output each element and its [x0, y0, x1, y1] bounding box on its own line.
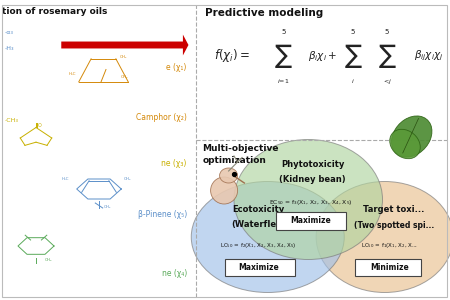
Text: $\beta_i\chi_i +$: $\beta_i\chi_i +$	[308, 49, 337, 62]
Text: (Kidney bean): (Kidney bean)	[279, 176, 346, 184]
Text: -α₃: -α₃	[4, 31, 13, 35]
Ellipse shape	[390, 129, 420, 159]
Text: Target toxi...: Target toxi...	[363, 206, 424, 214]
Ellipse shape	[234, 140, 382, 260]
Ellipse shape	[191, 182, 344, 292]
Text: ne (χ₃): ne (χ₃)	[162, 159, 187, 168]
Text: β-Pinene (χ₅): β-Pinene (χ₅)	[138, 210, 187, 219]
Text: tion of rosemary oils: tion of rosemary oils	[2, 8, 108, 16]
Text: e (χ₁): e (χ₁)	[166, 63, 187, 72]
Text: (Waterflea): (Waterflea)	[231, 220, 286, 230]
Bar	[0, 0, 196, 300]
Ellipse shape	[392, 116, 432, 157]
FancyBboxPatch shape	[276, 212, 346, 230]
Text: $i$: $i$	[351, 76, 355, 85]
Text: $5$: $5$	[384, 27, 390, 36]
Text: CH₃: CH₃	[124, 177, 131, 181]
Text: $f(\chi_i)=$: $f(\chi_i)=$	[214, 47, 250, 64]
Text: Maximize: Maximize	[238, 263, 279, 272]
Bar	[196, 0, 450, 300]
Text: EC$_{50}$ = f$_3$(X$_1$, X$_2$, X$_3$, X$_4$, X$_5$): EC$_{50}$ = f$_3$(X$_1$, X$_2$, X$_3$, X…	[269, 198, 352, 207]
Text: LC$_{50}$ = f$_1$(X$_1$, X$_2$, X...: LC$_{50}$ = f$_1$(X$_1$, X$_2$, X...	[361, 242, 418, 250]
Text: Camphor (χ₂): Camphor (χ₂)	[136, 112, 187, 122]
Text: (Two spotted spi...: (Two spotted spi...	[354, 220, 434, 230]
Text: Ecotoxicity: Ecotoxicity	[233, 206, 285, 214]
Text: CH₂: CH₂	[104, 205, 112, 209]
Text: $\sum$: $\sum$	[378, 41, 396, 70]
Text: Phytotoxicity: Phytotoxicity	[281, 160, 344, 169]
FancyBboxPatch shape	[225, 259, 295, 276]
Text: CH₃: CH₃	[121, 75, 128, 79]
Text: O: O	[38, 123, 42, 128]
Text: H₃C: H₃C	[62, 177, 69, 181]
Text: $i\!=\!1$: $i\!=\!1$	[277, 76, 290, 85]
Ellipse shape	[220, 168, 238, 183]
Text: $<\!j$: $<\!j$	[382, 76, 392, 85]
Ellipse shape	[211, 177, 238, 204]
Text: $5$: $5$	[351, 27, 356, 36]
Text: CH₃: CH₃	[45, 258, 53, 262]
Text: LC$_{50}$ = f$_2$(X$_1$, X$_2$, X$_3$, X$_4$, X$_5$): LC$_{50}$ = f$_2$(X$_1$, X$_2$, X$_3$, X…	[220, 242, 297, 250]
Text: $\beta_{ij}\chi_i\chi_j$: $\beta_{ij}\chi_i\chi_j$	[414, 48, 444, 63]
Ellipse shape	[316, 182, 450, 292]
Text: $\sum$: $\sum$	[344, 41, 363, 70]
Text: ne (χ₄): ne (χ₄)	[162, 268, 187, 278]
Text: CH₂: CH₂	[120, 55, 127, 59]
Text: H₃C: H₃C	[69, 72, 76, 76]
Text: $\sum$: $\sum$	[274, 41, 293, 70]
Text: Multi-objective
optimization: Multi-objective optimization	[202, 144, 279, 165]
Text: $5$: $5$	[281, 27, 286, 36]
Text: -CH₃: -CH₃	[4, 118, 18, 122]
Text: Maximize: Maximize	[290, 216, 331, 225]
Text: Minimize: Minimize	[370, 263, 409, 272]
Text: Predictive modeling: Predictive modeling	[205, 8, 323, 17]
Text: -H₃: -H₃	[4, 46, 14, 50]
FancyBboxPatch shape	[356, 259, 421, 276]
